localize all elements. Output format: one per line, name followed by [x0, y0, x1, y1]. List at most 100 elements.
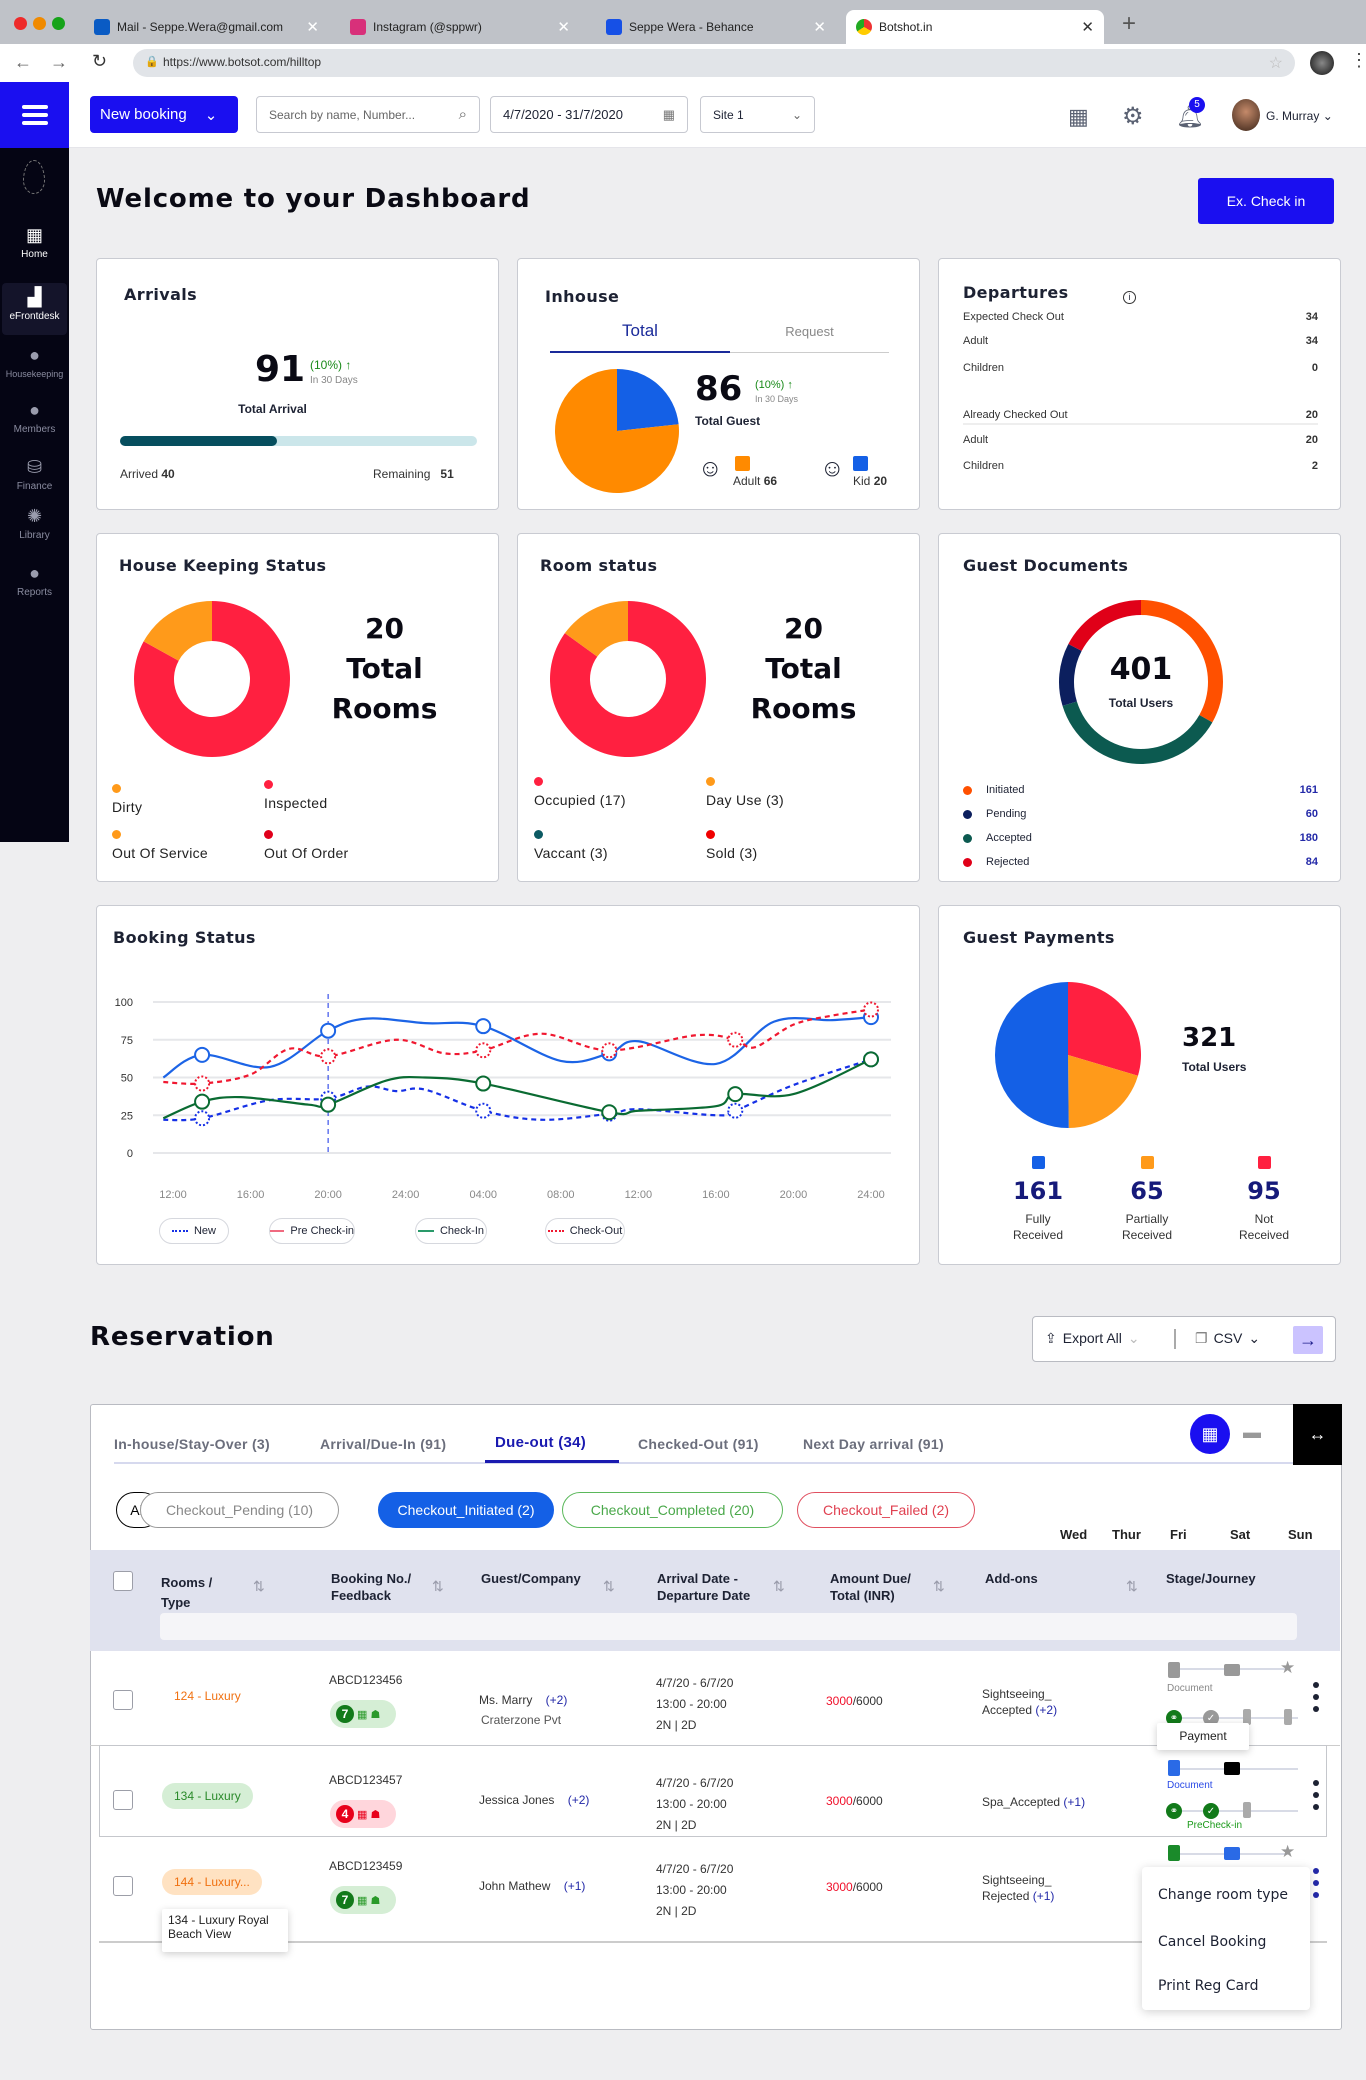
menu-item-print-reg-card[interactable]: Print Reg Card — [1158, 1978, 1259, 1994]
legend-item[interactable]: New — [159, 1218, 229, 1244]
export-all-dropdown[interactable]: ⇪ Export All ⌄ — [1045, 1330, 1140, 1347]
data-point[interactable] — [475, 1075, 492, 1092]
column-header[interactable]: Amount Due/ Total (INR) — [830, 1571, 911, 1603]
browser-tab[interactable]: Instagram (@sppwr) ✕ — [340, 10, 580, 44]
column-header[interactable]: Guest/Company — [481, 1571, 581, 1586]
ex-check-in-button[interactable]: Ex. Check in — [1198, 178, 1334, 224]
tab-request[interactable]: Request — [785, 324, 834, 339]
feedback-badge[interactable]: 7 ▦ ☗ — [330, 1700, 396, 1728]
select-all-checkbox[interactable] — [113, 1571, 133, 1591]
addon-extra[interactable]: (+1) — [1063, 1795, 1086, 1809]
sort-icon[interactable]: ⇅ — [432, 1578, 444, 1594]
tab-total[interactable]: Total — [622, 321, 658, 340]
menu-item-cancel-booking[interactable]: Cancel Booking — [1158, 1934, 1267, 1950]
maximize-window-icon[interactable] — [52, 17, 65, 30]
new-tab-icon[interactable]: + — [1122, 10, 1137, 37]
addon-extra[interactable]: (+1) — [1032, 1889, 1055, 1903]
addon-extra[interactable]: (+2) — [1035, 1703, 1058, 1717]
sidebar-item-efrontdesk[interactable]: ▟ eFrontdesk — [2, 283, 67, 335]
minimize-window-icon[interactable] — [33, 17, 46, 30]
browser-menu-icon[interactable]: ⋮ — [1350, 50, 1366, 70]
column-header[interactable]: Add-ons — [985, 1571, 1038, 1586]
reservation-tab[interactable]: In-house/Stay-Over (3) — [114, 1436, 270, 1452]
forward-icon[interactable]: → — [50, 52, 68, 72]
filter-chip[interactable]: Checkout_Completed (20) — [562, 1492, 783, 1528]
bookmark-star-icon[interactable]: ☆ — [1268, 55, 1283, 72]
row-actions-menu[interactable] — [1313, 1682, 1319, 1718]
feedback-badge[interactable]: 7 ▦ ☗ — [330, 1886, 396, 1914]
menu-item-change-room-type[interactable]: Change room type — [1158, 1887, 1288, 1903]
row-checkbox[interactable] — [113, 1876, 133, 1896]
data-point[interactable] — [194, 1046, 211, 1063]
row-actions-menu[interactable] — [1313, 1868, 1319, 1904]
format-select[interactable]: ❐ CSV ⌄ — [1195, 1330, 1260, 1347]
user-avatar[interactable] — [1232, 99, 1260, 131]
sidebar-item-reports[interactable]: ● Reports — [0, 563, 69, 598]
row-checkbox[interactable] — [113, 1690, 133, 1710]
column-header[interactable]: Arrival Date - Departure Date — [657, 1571, 751, 1603]
bed-view-icon[interactable]: ▬ — [1243, 1422, 1261, 1442]
filter-chip[interactable]: Checkout_Pending (10) — [140, 1492, 339, 1528]
filter-chip[interactable]: Checkout_Failed (2) — [797, 1492, 975, 1528]
menu-toggle[interactable] — [0, 82, 69, 148]
browser-tab[interactable]: Mail - Seppe.Wera@gmail.com ✕ — [84, 10, 329, 44]
calendar-view-button[interactable]: ▦ — [1190, 1414, 1230, 1454]
legend-item[interactable]: Check-In — [415, 1218, 487, 1244]
sort-icon[interactable]: ⇅ — [933, 1578, 945, 1594]
column-header[interactable]: Stage/Journey — [1166, 1571, 1256, 1586]
sort-icon[interactable]: ⇅ — [1126, 1578, 1138, 1594]
close-window-icon[interactable] — [14, 17, 27, 30]
data-point[interactable] — [320, 1096, 337, 1113]
browser-tab-active[interactable]: Botshot.in ✕ — [846, 10, 1104, 44]
reservation-tab[interactable]: Arrival/Due-In (91) — [320, 1436, 447, 1452]
data-point[interactable] — [194, 1110, 211, 1127]
calendar-icon[interactable]: ▦ — [1068, 104, 1089, 129]
feedback-badge[interactable]: 4 ▦ ☗ — [330, 1800, 396, 1828]
data-point[interactable] — [601, 1104, 618, 1121]
sidebar-item-housekeeping[interactable]: ● Housekeeping — [0, 345, 69, 379]
column-header[interactable]: Booking No./ Feedback — [331, 1571, 412, 1603]
info-icon[interactable]: i — [1123, 291, 1136, 304]
search-input[interactable]: Search by name, Number... ⌕ — [256, 96, 480, 133]
guest-extra[interactable]: (+1) — [563, 1879, 586, 1893]
reload-icon[interactable]: ↻ — [92, 51, 108, 71]
expand-icon[interactable]: ↔ — [1293, 1404, 1342, 1465]
guest-extra[interactable]: (+2) — [545, 1693, 568, 1707]
url-field[interactable]: 🔒 https://www.botsot.com/hilltop ☆ — [133, 49, 1295, 77]
filter-chip[interactable]: Checkout_Initiated (2) — [378, 1492, 554, 1528]
site-select[interactable]: Site 1 ⌄ — [700, 96, 815, 133]
sidebar-item-finance[interactable]: ⛁ Finance — [0, 457, 69, 492]
profile-avatar[interactable] — [1310, 51, 1334, 75]
data-point[interactable] — [475, 1042, 492, 1059]
column-header[interactable]: Rooms / Type — [161, 1575, 213, 1610]
back-icon[interactable]: ← — [14, 52, 32, 72]
close-tab-icon[interactable]: ✕ — [306, 19, 319, 36]
data-point[interactable] — [320, 1022, 337, 1039]
data-point[interactable] — [727, 1086, 744, 1103]
close-tab-icon[interactable]: ✕ — [1081, 19, 1094, 36]
data-point[interactable] — [601, 1042, 618, 1059]
browser-tab[interactable]: Seppe Wera - Behance ✕ — [596, 10, 836, 44]
close-tab-icon[interactable]: ✕ — [557, 19, 570, 36]
user-menu[interactable]: G. Murray ⌄ — [1266, 109, 1333, 123]
reservation-tab[interactable]: Checked-Out (91) — [638, 1436, 759, 1452]
sidebar-item-members[interactable]: ● Members — [0, 400, 69, 435]
row-actions-menu[interactable] — [1313, 1780, 1319, 1816]
sidebar-item-library[interactable]: ✺ Library — [0, 506, 69, 541]
sort-icon[interactable]: ⇅ — [603, 1578, 615, 1594]
data-point[interactable] — [475, 1018, 492, 1035]
data-point[interactable] — [863, 1051, 879, 1068]
table-filter-input[interactable] — [160, 1613, 1297, 1640]
sort-icon[interactable]: ⇅ — [253, 1578, 265, 1594]
reservation-tab[interactable]: Due-out (34) — [495, 1434, 587, 1451]
arrow-right-button[interactable]: → — [1293, 1326, 1323, 1354]
guest-extra[interactable]: (+2) — [567, 1793, 590, 1807]
data-point[interactable] — [320, 1048, 337, 1065]
data-point[interactable] — [475, 1102, 492, 1119]
data-point[interactable] — [727, 1031, 744, 1048]
reservation-tab[interactable]: Next Day arrival (91) — [803, 1436, 944, 1452]
data-point[interactable] — [727, 1102, 744, 1119]
data-point[interactable] — [863, 1001, 879, 1018]
new-booking-button[interactable]: New booking ⌄ — [90, 96, 238, 133]
sort-icon[interactable]: ⇅ — [773, 1578, 785, 1594]
